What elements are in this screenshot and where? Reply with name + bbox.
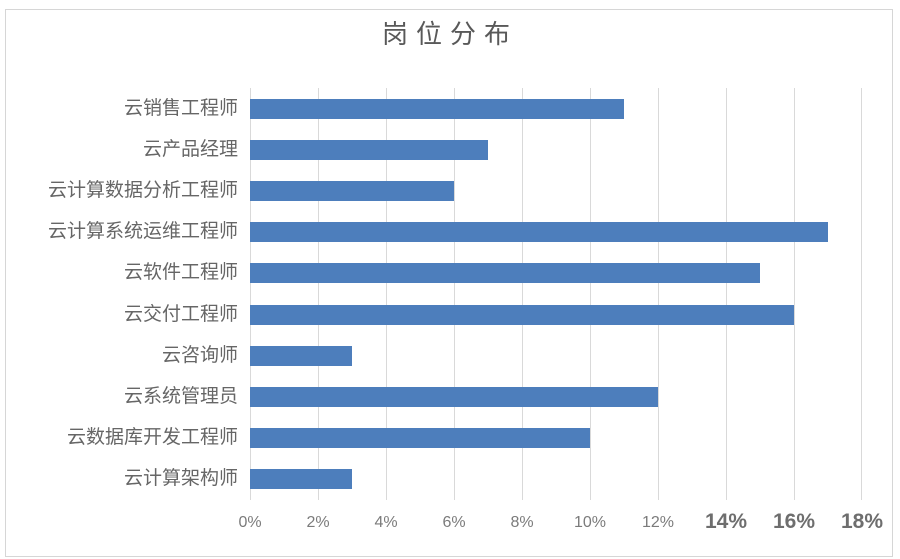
x-tick-label: 18% bbox=[840, 510, 884, 533]
x-tick-label: 16% bbox=[772, 510, 816, 533]
category-label: 云交付工程师 bbox=[123, 303, 238, 325]
x-tick-label: 8% bbox=[510, 514, 534, 531]
x-tick-label: 14% bbox=[704, 510, 748, 533]
category-label: 云计算架构师 bbox=[123, 468, 238, 490]
bar-9 bbox=[250, 469, 352, 490]
gridline bbox=[658, 88, 659, 500]
x-tick-label: 0% bbox=[238, 514, 262, 531]
bar-4 bbox=[250, 263, 760, 284]
x-tick-label: 12% bbox=[641, 514, 675, 531]
category-label: 云计算数据分析工程师 bbox=[47, 180, 238, 201]
chart-title: 岗位分布 bbox=[381, 19, 518, 49]
gridline bbox=[861, 88, 862, 500]
value-axis: 0% 2% 4% 6% 8% 10% 12% 14% 16% 18% bbox=[238, 510, 883, 546]
category-label: 云数据库开发工程师 bbox=[66, 427, 238, 449]
bar-1 bbox=[250, 139, 488, 160]
bar-2 bbox=[250, 181, 454, 201]
category-label: 云系统管理员 bbox=[123, 386, 238, 407]
bar-8 bbox=[250, 428, 590, 449]
bar-0 bbox=[250, 98, 624, 119]
gridline bbox=[794, 88, 795, 500]
category-label: 云产品经理 bbox=[142, 138, 238, 160]
category-axis: 云销售工程师云产品经理云计算数据分析工程师 云计算系统运维工程师云软件工程师 云交付… bbox=[0, 88, 238, 500]
category-label: 云销售工程师 bbox=[123, 97, 238, 119]
x-tick-label: 2% bbox=[306, 514, 330, 531]
gridline bbox=[318, 88, 319, 500]
x-tick-label: 4% bbox=[374, 514, 398, 531]
gridline bbox=[590, 88, 591, 500]
plot-area bbox=[250, 88, 862, 500]
x-tick-label: 10% bbox=[573, 514, 607, 531]
x-tick-label: 6% bbox=[442, 514, 466, 531]
category-label: 云软件工程师 bbox=[123, 262, 238, 284]
bar-7 bbox=[250, 387, 658, 407]
bar-3 bbox=[250, 222, 828, 243]
gridline bbox=[454, 88, 455, 500]
gridline bbox=[726, 88, 727, 500]
gridline bbox=[522, 88, 523, 500]
category-label: 云咨询师 bbox=[161, 344, 238, 366]
bar-6 bbox=[250, 345, 352, 366]
gridline bbox=[250, 88, 251, 500]
bar-5 bbox=[250, 304, 794, 325]
gridline bbox=[386, 88, 387, 500]
category-label: 云计算系统运维工程师 bbox=[47, 221, 238, 243]
